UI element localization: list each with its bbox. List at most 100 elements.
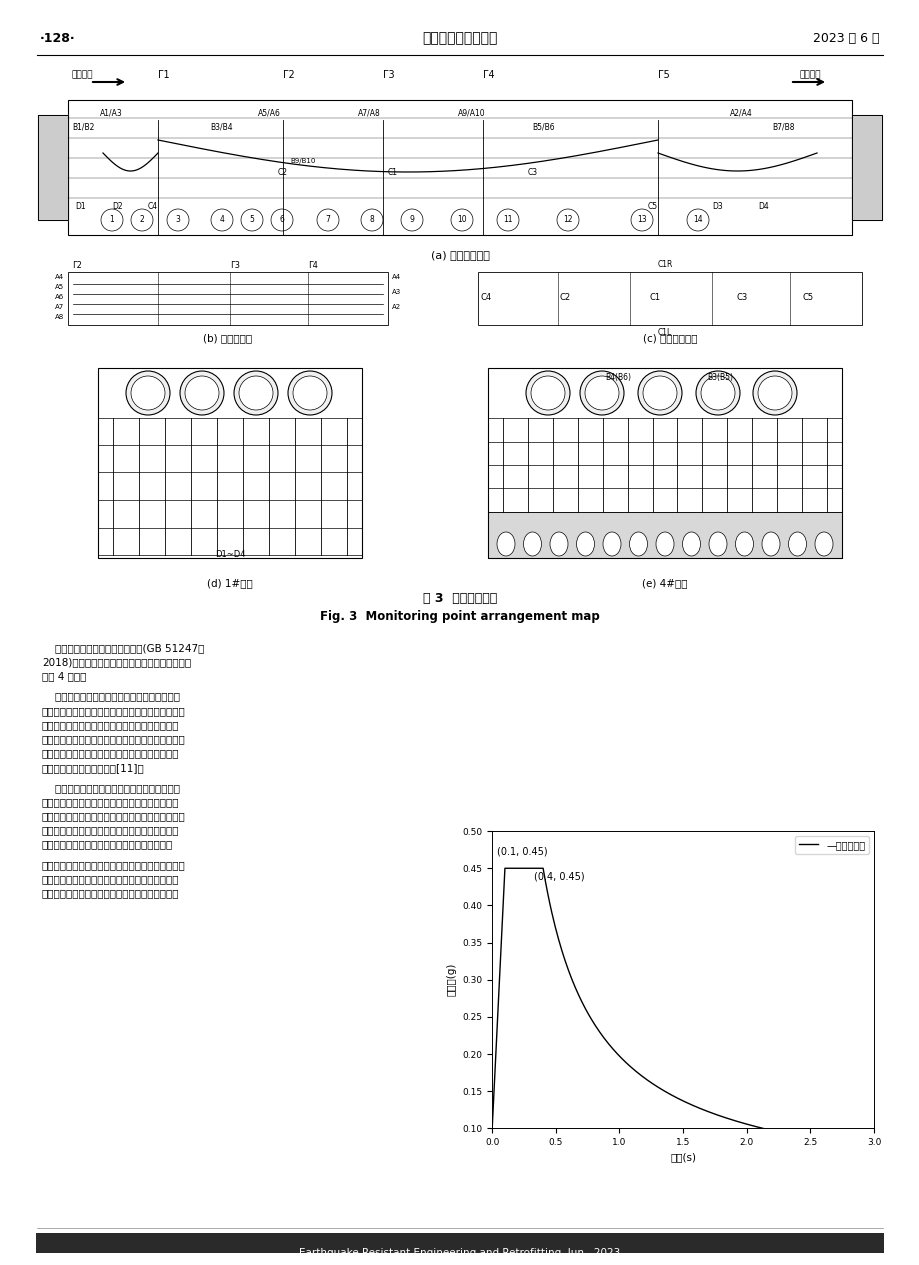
Circle shape xyxy=(642,376,676,410)
Text: 地震动三要素：频谱特征、有效持时和有效峰值的要: 地震动三要素：频谱特征、有效持时和有效峰值的要 xyxy=(42,706,186,716)
Text: (b) 管道监测点: (b) 管道监测点 xyxy=(203,333,253,343)
Circle shape xyxy=(360,209,382,231)
Text: A7/A8: A7/A8 xyxy=(357,108,380,116)
Text: C4: C4 xyxy=(148,202,158,211)
Text: (e) 4#断面: (e) 4#断面 xyxy=(641,578,687,588)
Ellipse shape xyxy=(550,533,567,557)
Text: B5/B6: B5/B6 xyxy=(531,121,554,132)
Circle shape xyxy=(130,376,165,410)
Circle shape xyxy=(101,209,123,231)
Text: 条件相接近。由于地震波获取途径不同，因此可以将: 条件相接近。由于地震波获取途径不同，因此可以将 xyxy=(42,734,186,744)
Text: 求，还应尽量使地震动特性与抗震结构所在的场地: 求，还应尽量使地震动特性与抗震结构所在的场地 xyxy=(42,720,179,730)
Text: A4: A4 xyxy=(55,275,64,280)
Text: A4: A4 xyxy=(391,275,401,280)
Text: B7/B8: B7/B8 xyxy=(771,121,794,132)
Ellipse shape xyxy=(655,533,674,557)
Bar xyxy=(478,272,861,325)
Text: (a) 监测点总布置: (a) 监测点总布置 xyxy=(430,250,489,261)
Text: 于地震作用的不确定性，已记录真实地震数据也很: 于地震作用的不确定性，已记录真实地震数据也很 xyxy=(42,825,179,835)
Text: 为正确输入地震加速度时程曲线，不仅要满足: 为正确输入地震加速度时程曲线，不仅要满足 xyxy=(42,692,180,702)
Circle shape xyxy=(556,209,578,231)
Text: B1/B2: B1/B2 xyxy=(72,121,95,132)
Text: C5: C5 xyxy=(801,292,812,301)
Bar xyxy=(68,100,851,235)
Text: Fig. 4  Design reaction spectrum: Fig. 4 Design reaction spectrum xyxy=(616,1090,819,1101)
Text: 8: 8 xyxy=(369,215,374,224)
Text: Γ4: Γ4 xyxy=(482,70,494,80)
Text: Earthquake Resistant Engineering and Retrofitting  Jun.  2023: Earthquake Resistant Engineering and Ret… xyxy=(299,1249,620,1257)
Ellipse shape xyxy=(496,533,515,557)
Text: 13: 13 xyxy=(637,215,646,224)
Circle shape xyxy=(210,209,233,231)
Text: (c) 主拱圈监测点: (c) 主拱圈监测点 xyxy=(642,333,697,343)
Text: Fig. 3  Monitoring point arrangement map: Fig. 3 Monitoring point arrangement map xyxy=(320,610,599,622)
Text: (d) 1#断面: (d) 1#断面 xyxy=(207,578,253,588)
Text: 波以及人工合成地震波三类[11]。: 波以及人工合成地震波三类[11]。 xyxy=(42,763,144,773)
Ellipse shape xyxy=(788,533,806,557)
Ellipse shape xyxy=(682,533,699,557)
Circle shape xyxy=(757,376,791,410)
Bar xyxy=(98,368,361,558)
Legend: —设计反应谱: —设计反应谱 xyxy=(794,836,868,854)
Circle shape xyxy=(130,209,153,231)
Text: 6: 6 xyxy=(279,215,284,224)
Text: 2018)，得到小鱼坝倒虹吸桥架的设计反应谱曲线: 2018)，得到小鱼坝倒虹吸桥架的设计反应谱曲线 xyxy=(42,658,191,667)
Circle shape xyxy=(401,209,423,231)
Text: Γ4: Γ4 xyxy=(308,261,318,269)
X-axis label: 周期(s): 周期(s) xyxy=(669,1152,696,1163)
Text: D3: D3 xyxy=(711,202,722,211)
Text: 地震波分为拟建场地的真实地震波、以往典型地震: 地震波分为拟建场地的真实地震波、以往典型地震 xyxy=(42,749,179,759)
Text: 水进出口: 水进出口 xyxy=(800,70,821,78)
Circle shape xyxy=(496,209,518,231)
Text: ·128·: ·128· xyxy=(40,32,75,44)
Text: 1: 1 xyxy=(109,215,114,224)
Circle shape xyxy=(317,209,338,231)
Ellipse shape xyxy=(523,533,541,557)
Text: A2/A4: A2/A4 xyxy=(729,108,752,116)
Circle shape xyxy=(239,376,273,410)
Text: C2: C2 xyxy=(559,292,570,301)
Text: 2023 年 6 月: 2023 年 6 月 xyxy=(812,32,879,44)
Text: (0.4, 0.45): (0.4, 0.45) xyxy=(534,872,584,882)
Circle shape xyxy=(292,376,326,410)
Text: A6: A6 xyxy=(55,293,64,300)
Text: A5: A5 xyxy=(55,285,64,290)
Circle shape xyxy=(686,209,709,231)
Text: Γ2: Γ2 xyxy=(72,261,82,269)
Text: 根据《水工建筑抗震设计规范》(GB 51247－: 根据《水工建筑抗震设计规范》(GB 51247－ xyxy=(42,643,204,653)
Text: 7: 7 xyxy=(325,215,330,224)
Text: Γ3: Γ3 xyxy=(382,70,394,80)
Text: C4: C4 xyxy=(480,292,491,301)
Text: Γ5: Γ5 xyxy=(657,70,669,80)
Text: 上难以获得拟建场地的真实地震记录，即使有该场: 上难以获得拟建场地的真实地震记录，即使有该场 xyxy=(42,797,179,807)
Text: 12: 12 xyxy=(562,215,573,224)
Text: A8: A8 xyxy=(55,314,64,320)
Text: 与场地条件相类似的实际地震记录，结合实际的场: 与场地条件相类似的实际地震记录，结合实际的场 xyxy=(42,874,179,884)
Circle shape xyxy=(180,371,223,415)
Circle shape xyxy=(630,209,652,231)
Polygon shape xyxy=(851,115,881,220)
Ellipse shape xyxy=(602,533,620,557)
Circle shape xyxy=(271,209,292,231)
Text: 2: 2 xyxy=(140,215,144,224)
Text: A7: A7 xyxy=(55,304,64,310)
Text: 地条件和结构类型，从地震波记录库中选取合适的: 地条件和结构类型，从地震波记录库中选取合适的 xyxy=(42,888,179,898)
Text: A1/A3: A1/A3 xyxy=(100,108,122,116)
Text: 地真实的地震记录，记录样本数据也非常有限，且由: 地真实的地震记录，记录样本数据也非常有限，且由 xyxy=(42,811,186,821)
Text: D2: D2 xyxy=(112,202,122,211)
Text: 如图 4 所示。: 如图 4 所示。 xyxy=(42,672,86,682)
Ellipse shape xyxy=(576,533,594,557)
Y-axis label: 加速度(g): 加速度(g) xyxy=(447,963,457,997)
Circle shape xyxy=(185,376,219,410)
Text: Γ1: Γ1 xyxy=(158,70,169,80)
Circle shape xyxy=(167,209,188,231)
Text: C1R: C1R xyxy=(656,261,672,269)
Text: 11: 11 xyxy=(503,215,512,224)
Circle shape xyxy=(126,371,170,415)
Circle shape xyxy=(637,371,681,415)
Text: C1: C1 xyxy=(388,168,398,177)
Circle shape xyxy=(696,371,739,415)
Text: D1: D1 xyxy=(75,202,85,211)
Text: C1L: C1L xyxy=(657,328,672,336)
Text: 5: 5 xyxy=(249,215,255,224)
